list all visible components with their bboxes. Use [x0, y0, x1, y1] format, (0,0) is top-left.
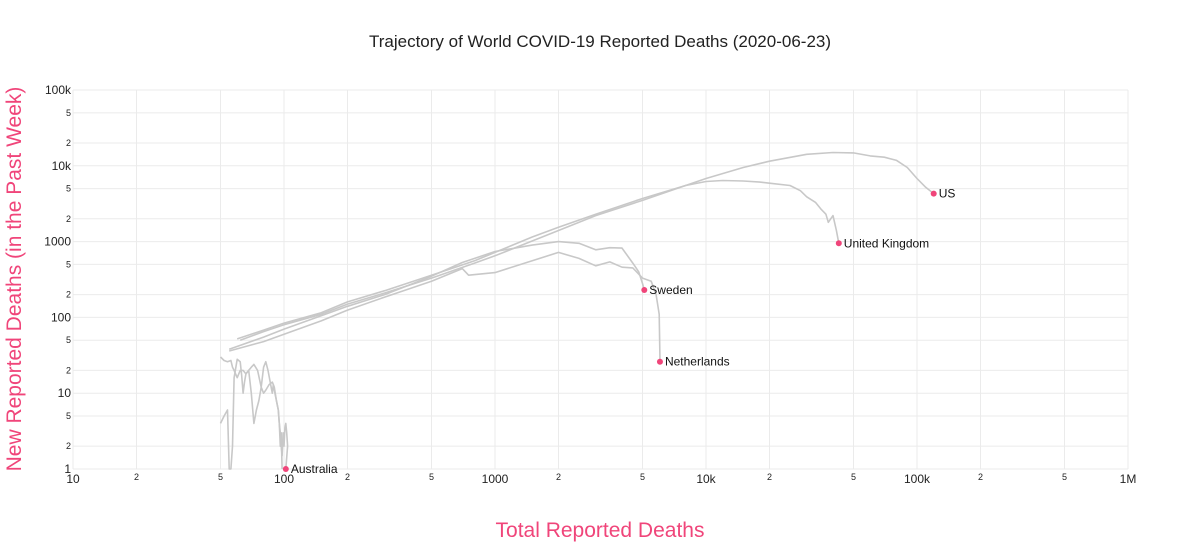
trace-united-kingdom	[236, 179, 840, 340]
x-minor-tick-label: 2	[767, 472, 772, 482]
trace-unlabeled-5	[219, 358, 283, 470]
y-tick-label: 1	[64, 462, 71, 476]
x-tick-label: 100k	[904, 472, 931, 486]
x-tick-label: 1M	[1120, 472, 1137, 486]
trace-sweden	[228, 240, 646, 351]
x-minor-tick-label: 5	[429, 472, 434, 482]
y-tick-label: 100k	[45, 83, 72, 97]
x-axis-title: Total Reported Deaths	[496, 519, 705, 542]
x-minor-tick-label: 2	[345, 472, 350, 482]
y-minor-tick-label: 5	[66, 108, 71, 118]
x-tick-label: 100	[274, 472, 294, 486]
end-label-australia: Australia	[291, 462, 338, 476]
y-minor-tick-label: 5	[66, 335, 71, 345]
x-minor-tick-label: 5	[218, 472, 223, 482]
end-point-australia	[282, 466, 289, 472]
x-minor-tick-label: 2	[556, 472, 561, 482]
y-tick-labels: 1 10 100 1000 10k 100k 2 5 2 5 2 5 2 5 2 5	[44, 83, 72, 476]
trace-us	[239, 151, 935, 341]
trace-netherlands	[228, 251, 661, 362]
x-minor-tick-label: 2	[134, 472, 139, 482]
y-axis-title: New Reported Deaths (in the Past Week)	[3, 87, 26, 472]
x-tick-labels: 10 100 1000 10k 100k 1M 2 5 2 5 2 5 2 5 2 5	[66, 472, 1136, 486]
point-layer: US United Kingdom Sweden Netherlands Austral…	[282, 187, 956, 476]
end-point-us	[930, 190, 937, 197]
y-minor-tick-label: 2	[66, 138, 71, 148]
y-tick-label: 100	[51, 310, 71, 324]
y-tick-label: 10k	[52, 159, 72, 173]
trace-layer	[219, 151, 935, 470]
x-minor-tick-label: 5	[640, 472, 645, 482]
x-minor-tick-label: 5	[1062, 472, 1067, 482]
x-tick-label: 10	[66, 472, 80, 486]
end-label-netherlands: Netherlands	[665, 355, 730, 369]
y-minor-tick-label: 2	[66, 365, 71, 375]
end-point-sweden	[641, 286, 648, 293]
y-tick-label: 1000	[44, 235, 71, 249]
end-label-united-kingdom: United Kingdom	[844, 236, 929, 250]
end-point-netherlands	[656, 358, 663, 365]
x-minor-tick-label: 2	[978, 472, 983, 482]
y-minor-tick-label: 5	[66, 411, 71, 421]
y-minor-tick-label: 2	[66, 441, 71, 451]
end-point-united-kingdom	[835, 240, 842, 247]
trace-australia	[219, 356, 289, 470]
grid-layer	[72, 89, 1129, 470]
end-label-us: US	[939, 187, 956, 201]
y-minor-tick-label: 5	[66, 184, 71, 194]
x-minor-tick-label: 5	[851, 472, 856, 482]
y-minor-tick-label: 5	[66, 259, 71, 269]
x-tick-label: 10k	[696, 472, 716, 486]
end-label-sweden: Sweden	[649, 283, 692, 297]
y-minor-tick-label: 2	[66, 290, 71, 300]
y-minor-tick-label: 2	[66, 214, 71, 224]
chart-title: Trajectory of World COVID-19 Reported De…	[369, 32, 831, 51]
x-tick-label: 1000	[482, 472, 509, 486]
y-tick-label: 10	[58, 386, 72, 400]
